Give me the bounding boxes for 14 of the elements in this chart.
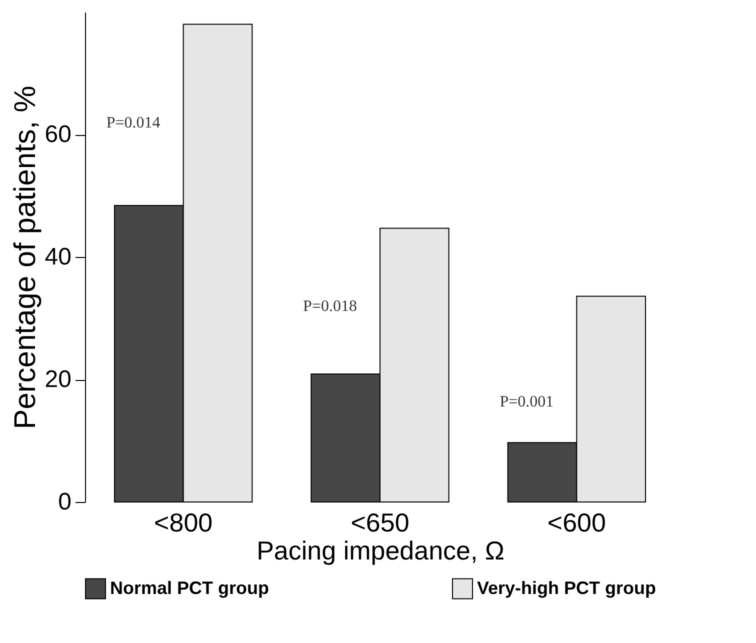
annotation: P=0.018: [303, 298, 357, 315]
y-tick-label: 60: [44, 121, 72, 148]
x-axis-title: Pacing impedance, Ω: [256, 536, 504, 566]
x-tick-label: <800: [154, 508, 213, 538]
legend-label: Normal PCT group: [110, 578, 270, 598]
legend-label: Very-high PCT group: [477, 578, 656, 598]
x-tick-label: <600: [547, 508, 606, 538]
y-axis-title: Percentage of patients, %: [8, 86, 42, 430]
annotation: P=0.014: [106, 114, 160, 132]
x-tick-label: <650: [350, 508, 410, 538]
annotation: P=0.001: [500, 394, 554, 411]
y-tick-label: 20: [44, 366, 72, 393]
y-tick-label: 0: [58, 488, 72, 516]
y-tick-label: 40: [44, 244, 72, 270]
